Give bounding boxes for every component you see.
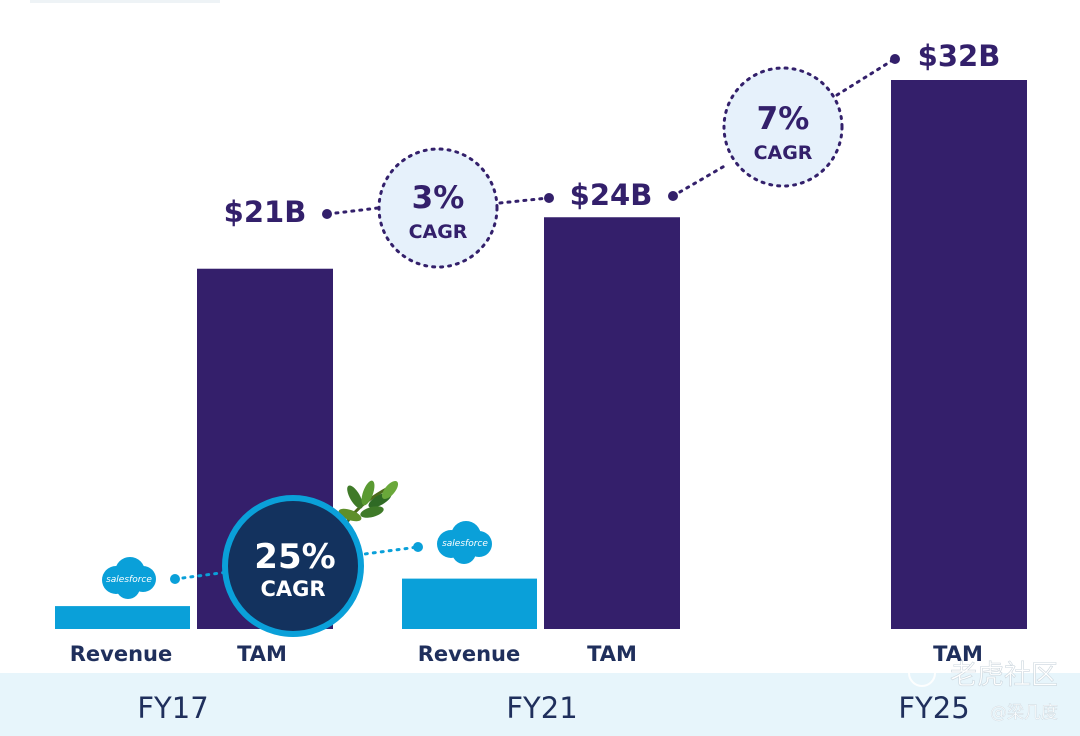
salesforce-logo-fy17: salesforce: [102, 557, 156, 599]
revenue-bar-fy17: [55, 606, 190, 629]
cagr-bubble-ring: [222, 495, 364, 637]
cagr-bubble-ring: [722, 66, 844, 188]
salesforce-logo-text: salesforce: [106, 575, 152, 585]
bar-label-tam-fy25: TAM: [933, 642, 983, 666]
cagr-bubble-label: CAGR: [260, 577, 325, 601]
connector-fy17-3pct: [326, 206, 380, 216]
year-label-fy25: FY25: [898, 691, 969, 725]
cagr-bubble-25pct: 25% CAGR: [222, 495, 364, 637]
cagr-bubble-value: 3%: [412, 180, 465, 216]
cagr-bubble-value: 25%: [254, 537, 335, 577]
connector-fy21-7pct: [671, 162, 730, 198]
bar-label-revenue-fy21: Revenue: [418, 642, 521, 666]
watermark-site: 老虎社区: [950, 660, 1058, 691]
connector-7pct-fy25: [835, 58, 895, 97]
leaves-icon: [338, 480, 399, 526]
watermark: 老虎社区 @梁几度: [908, 659, 1058, 723]
cagr-bubble-label: CAGR: [754, 142, 813, 164]
bar-label-revenue-fy17: Revenue: [70, 642, 173, 666]
tam-bar-fy25: [891, 80, 1027, 629]
cagr-bubble-ring: [377, 147, 499, 269]
cloud-icon: [102, 557, 156, 599]
cagr-bubble-label: CAGR: [409, 221, 468, 243]
top-strip: [30, 0, 220, 3]
connector-dot: [668, 191, 678, 201]
connector-dot: [170, 574, 180, 584]
bar-label-tam-fy21: TAM: [587, 642, 637, 666]
tam-bar-fy21: [544, 217, 680, 629]
tam-value-label-fy21: $24B: [570, 178, 653, 212]
bars-layer: [55, 80, 1027, 629]
tam-value-label-fy17: $21B: [224, 195, 307, 229]
revenue-bar-fy21: [402, 578, 537, 629]
connector-3pct-fy21: [498, 196, 550, 205]
cagr-bubble-7pct: 7% CAGR: [722, 66, 844, 188]
salesforce-logo-fy21: salesforce: [437, 521, 492, 564]
cloud-icon: [437, 521, 492, 564]
watermark-user: @梁几度: [990, 703, 1058, 723]
connector-dot: [890, 54, 900, 64]
connector-dot: [322, 209, 332, 219]
connectors: [326, 58, 895, 216]
year-band: [0, 673, 1080, 736]
connector-dot: [413, 542, 423, 552]
connector-dot: [544, 193, 554, 203]
bar-label-tam-fy17: TAM: [237, 642, 287, 666]
cagr-bubble-value: 7%: [757, 101, 810, 137]
year-label-fy17: FY17: [137, 691, 208, 725]
connector-dots: [322, 54, 900, 219]
cagr-bubble-3pct: 3% CAGR: [377, 147, 499, 269]
salesforce-logo-text: salesforce: [442, 539, 488, 549]
tam-value-label-fy25: $32B: [918, 39, 1001, 73]
year-label-fy21: FY21: [506, 691, 577, 725]
watermark-icon: [908, 659, 936, 687]
